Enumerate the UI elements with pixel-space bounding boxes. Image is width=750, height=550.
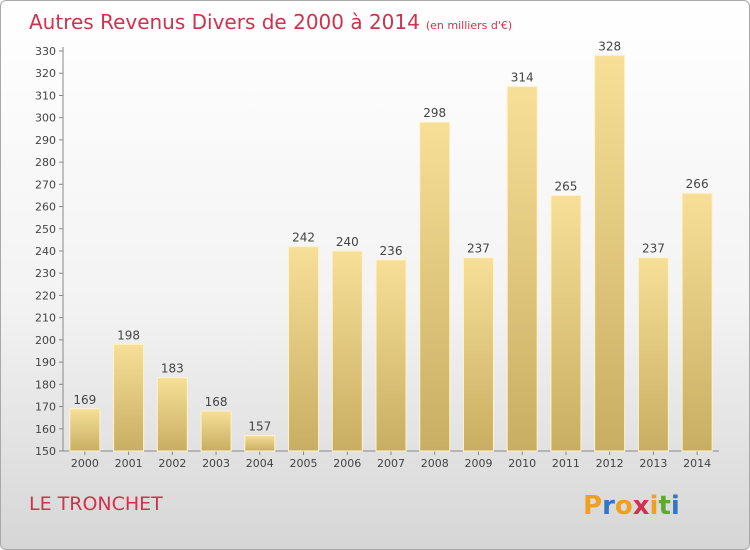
y-tick-label: 310 [35,89,56,102]
y-tick-label: 230 [35,267,56,280]
x-tick-label: 2012 [596,457,624,470]
x-tick-label: 2014 [683,457,711,470]
y-tick-label: 270 [35,178,56,191]
bar-2009 [462,257,494,452]
data-label: 314 [511,71,534,85]
data-label: 183 [161,362,184,376]
data-label: 157 [248,419,271,433]
bar-2002 [156,377,188,452]
x-tick-label: 2005 [290,457,318,470]
data-label: 237 [467,242,490,256]
data-label: 240 [336,235,359,249]
x-tick-label: 2007 [377,457,405,470]
bar-2010 [506,86,538,452]
data-label: 236 [380,244,403,258]
data-label: 237 [642,242,665,256]
logo-letter: x [632,491,650,521]
data-label: 298 [423,106,446,120]
axes: 150 160 170 180 190 200 210 220 230 240 250 260 270 2… [35,45,719,470]
chart-title-text: Autres Revenus Divers de 2000 à 2014 [29,10,420,34]
y-tick-label: 280 [35,156,56,169]
logo-letter: r [602,491,615,521]
x-tick-label: 2000 [71,457,99,470]
y-tick-label: 150 [35,445,56,458]
data-label: 265 [554,179,577,193]
data-label: 328 [598,39,621,53]
y-tick-label: 160 [35,423,56,436]
x-tick-label: 2003 [202,457,230,470]
y-tick-label: 290 [35,134,56,147]
y-tick-label: 220 [35,289,56,302]
y-tick-label: 250 [35,223,56,236]
chart-title: Autres Revenus Divers de 2000 à 2014 (en … [29,10,512,34]
y-tick-label: 200 [35,334,56,347]
data-label: 266 [686,177,709,191]
bar-2006 [331,250,363,452]
y-tick-label: 320 [35,67,56,80]
proxiti-logo[interactable]: Proxiti [583,491,680,521]
x-tick-label: 2009 [464,457,492,470]
y-tick-label: 330 [35,45,56,58]
x-tick-label: 2002 [158,457,186,470]
y-tick-label: 300 [35,112,56,125]
x-tick-label: 2004 [246,457,274,470]
logo-letter: i [670,491,680,521]
bar-2000 [69,408,101,452]
data-label: 169 [73,393,96,407]
logo-letter: o [614,491,633,521]
bar-2007 [375,259,407,452]
logo-letter: t [658,491,671,521]
data-label: 198 [117,328,140,342]
bar-2003 [200,410,232,452]
bars [69,54,713,452]
bar-2012 [594,54,626,452]
bar-2004 [244,434,276,452]
commune-name: LE TRONCHET [29,493,163,515]
y-tick-label: 260 [35,201,56,214]
bar-2011 [550,194,582,452]
x-tick-label: 2011 [552,457,580,470]
bar-2008 [419,121,451,452]
logo-letter: P [583,491,603,521]
x-tick-label: 2013 [639,457,667,470]
bar-2014 [681,192,713,452]
y-tick-label: 180 [35,378,56,391]
bar-2005 [288,246,320,452]
x-tick-label: 2006 [333,457,361,470]
y-tick-label: 170 [35,401,56,414]
x-tick-label: 2010 [508,457,536,470]
data-label: 242 [292,231,315,245]
x-tick-label: 2001 [115,457,143,470]
logo-letter: i [649,491,659,521]
x-tick-label: 2008 [421,457,449,470]
bar-2013 [637,257,669,452]
data-labels: 169 198 183 168 157 242 240 236 298 237 314 265 328 2… [73,39,708,433]
y-tick-label: 240 [35,245,56,258]
y-tick-label: 190 [35,356,56,369]
chart-subtitle: (en milliers d'€) [425,19,513,32]
data-label: 168 [205,395,228,409]
bar-2001 [113,343,145,452]
y-tick-label: 210 [35,312,56,325]
